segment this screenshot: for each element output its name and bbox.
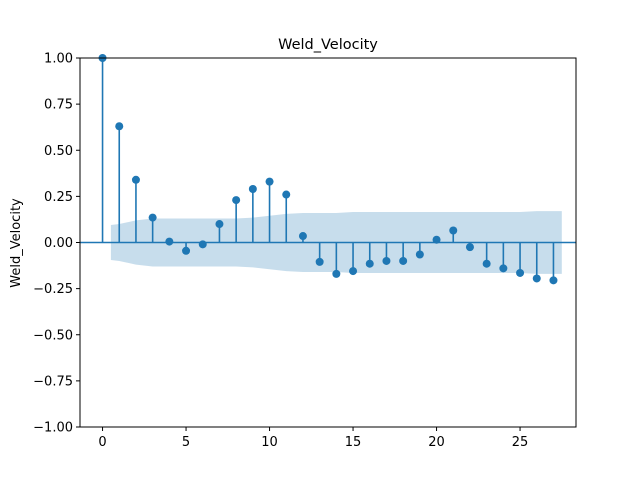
y-tick-label: 0.25: [44, 190, 73, 205]
stem-marker: [215, 220, 224, 229]
stem-marker: [465, 243, 474, 252]
stem-marker: [432, 235, 441, 244]
stem-marker: [248, 184, 257, 193]
stem-marker: [298, 232, 307, 241]
stem-marker: [349, 267, 358, 276]
stem-marker: [115, 122, 124, 131]
y-tick-label: −1.00: [33, 421, 73, 436]
stem-marker: [482, 259, 491, 268]
stem-marker: [182, 246, 191, 255]
y-tick-label: 0.50: [44, 144, 73, 159]
stem-marker: [399, 256, 408, 265]
stem-marker: [198, 240, 207, 249]
stem-marker: [232, 196, 241, 205]
stem-marker: [449, 226, 458, 235]
y-tick-label: −0.75: [33, 374, 73, 389]
axis-layer: −1.00 −0.75 −0.50 −0.25 0.00 0.25 0.50 0.75 1.00…: [33, 52, 577, 450]
stem-marker: [499, 264, 508, 273]
stem-marker: [148, 213, 157, 222]
x-tick-label: 0: [98, 435, 106, 450]
chart-title: Weld_Velocity: [278, 37, 378, 53]
stem-marker: [382, 256, 391, 265]
x-tick-label: 15: [345, 435, 362, 450]
stem-marker: [315, 257, 324, 266]
stem-marker: [265, 177, 274, 186]
stem-marker: [282, 190, 291, 199]
y-tick-label: −0.50: [33, 328, 73, 343]
stem-marker: [549, 276, 558, 285]
stem-marker: [415, 250, 424, 259]
x-tick-label: 10: [261, 435, 278, 450]
stem-marker: [532, 274, 541, 283]
y-tick-label: 0.75: [44, 98, 73, 113]
y-tick-label: −0.25: [33, 282, 73, 297]
x-tick-label: 5: [182, 435, 190, 450]
stem-marker: [131, 175, 140, 184]
stem-marker: [332, 269, 341, 278]
y-tick-label: 1.00: [44, 52, 73, 67]
y-axis-label: Weld_Velocity: [9, 198, 24, 288]
x-tick-label: 25: [512, 435, 529, 450]
stem-layer: [80, 54, 576, 285]
stem-marker: [365, 259, 374, 268]
stem-marker: [516, 268, 525, 277]
y-tick-label: 0.00: [44, 236, 73, 251]
stem-marker: [165, 237, 174, 246]
x-tick-label: 20: [428, 435, 445, 450]
